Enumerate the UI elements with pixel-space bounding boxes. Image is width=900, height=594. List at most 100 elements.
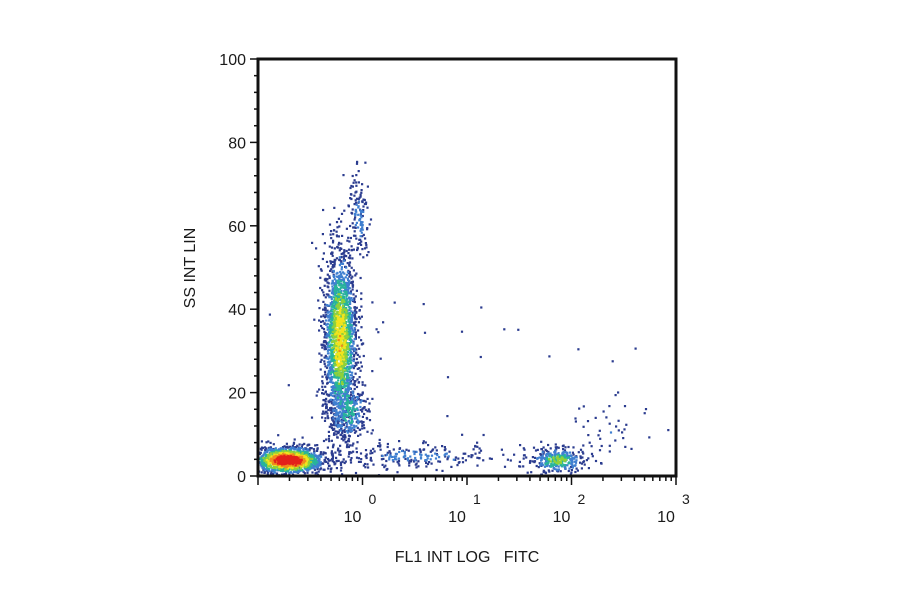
data-point [301, 460, 304, 463]
data-point [289, 466, 292, 469]
data-point [339, 270, 342, 274]
data-point [441, 445, 444, 448]
data-point [346, 294, 349, 297]
data-point [330, 439, 333, 442]
data-point [615, 425, 618, 428]
data-point [283, 473, 286, 476]
data-point [347, 288, 350, 291]
data-point [359, 235, 362, 238]
data-point [332, 366, 335, 369]
data-point [324, 303, 327, 306]
data-point [339, 321, 342, 324]
data-point [354, 380, 357, 383]
data-point [371, 451, 374, 455]
data-point [315, 247, 318, 250]
data-point [340, 356, 343, 359]
data-point [306, 448, 309, 451]
data-point [328, 401, 331, 404]
data-point [336, 279, 339, 282]
data-point [426, 457, 429, 460]
data-point [335, 221, 339, 224]
data-point [331, 344, 334, 347]
data-point [342, 351, 345, 354]
data-point [502, 453, 505, 456]
data-point [335, 286, 339, 290]
data-point [364, 466, 367, 469]
data-point [272, 448, 276, 451]
data-point [293, 461, 296, 464]
data-point [333, 422, 336, 425]
data-point [346, 439, 350, 442]
data-point [335, 399, 338, 402]
data-point [464, 452, 467, 455]
data-point [303, 447, 306, 451]
data-point [445, 452, 448, 455]
data-point [351, 212, 354, 215]
data-point [573, 456, 576, 459]
data-point [334, 376, 337, 379]
data-point [329, 372, 332, 375]
data-point [334, 297, 338, 300]
data-point [342, 320, 346, 323]
data-point [336, 402, 339, 405]
data-point [367, 251, 370, 254]
data-point [305, 450, 308, 453]
data-point [548, 458, 551, 461]
data-point [330, 297, 333, 301]
data-point [341, 421, 344, 424]
data-point [386, 451, 389, 454]
data-point [357, 315, 361, 319]
data-point [291, 466, 294, 469]
data-point [336, 320, 339, 324]
data-point [332, 312, 335, 315]
data-point [336, 347, 339, 350]
data-point [337, 401, 340, 404]
data-point [348, 408, 352, 411]
data-point [323, 360, 326, 363]
data-point [427, 444, 430, 447]
data-point [287, 461, 290, 464]
data-point [579, 461, 582, 464]
data-point [351, 426, 354, 430]
data-point [282, 467, 285, 470]
data-point [346, 262, 349, 265]
data-point [338, 388, 341, 391]
data-point [341, 362, 344, 365]
data-point [352, 248, 355, 251]
data-point [342, 326, 345, 329]
data-point [318, 319, 321, 322]
data-point [298, 470, 301, 473]
data-point [544, 463, 547, 466]
data-point [356, 344, 359, 347]
data-point [330, 252, 333, 255]
data-point [359, 369, 362, 372]
data-point [326, 352, 330, 355]
data-point [624, 445, 627, 448]
data-point [315, 394, 318, 397]
data-point [359, 242, 362, 245]
data-point [349, 290, 353, 293]
data-point [331, 303, 334, 306]
data-point [339, 286, 342, 289]
data-point [293, 446, 296, 449]
data-point [334, 292, 337, 296]
data-point [350, 245, 353, 248]
data-point [333, 414, 336, 417]
data-point [533, 460, 537, 463]
data-point [326, 311, 329, 314]
data-point [339, 342, 342, 345]
data-point [348, 264, 351, 267]
data-point [343, 283, 346, 286]
data-point [422, 442, 425, 445]
data-point [339, 357, 342, 360]
data-point [334, 355, 338, 358]
data-point [342, 306, 345, 309]
data-point [570, 471, 573, 474]
data-point [289, 471, 292, 474]
data-point [336, 312, 339, 315]
data-point [334, 331, 337, 334]
data-point [301, 455, 304, 458]
data-point [334, 360, 337, 363]
data-point [329, 323, 332, 326]
data-point [332, 339, 335, 343]
